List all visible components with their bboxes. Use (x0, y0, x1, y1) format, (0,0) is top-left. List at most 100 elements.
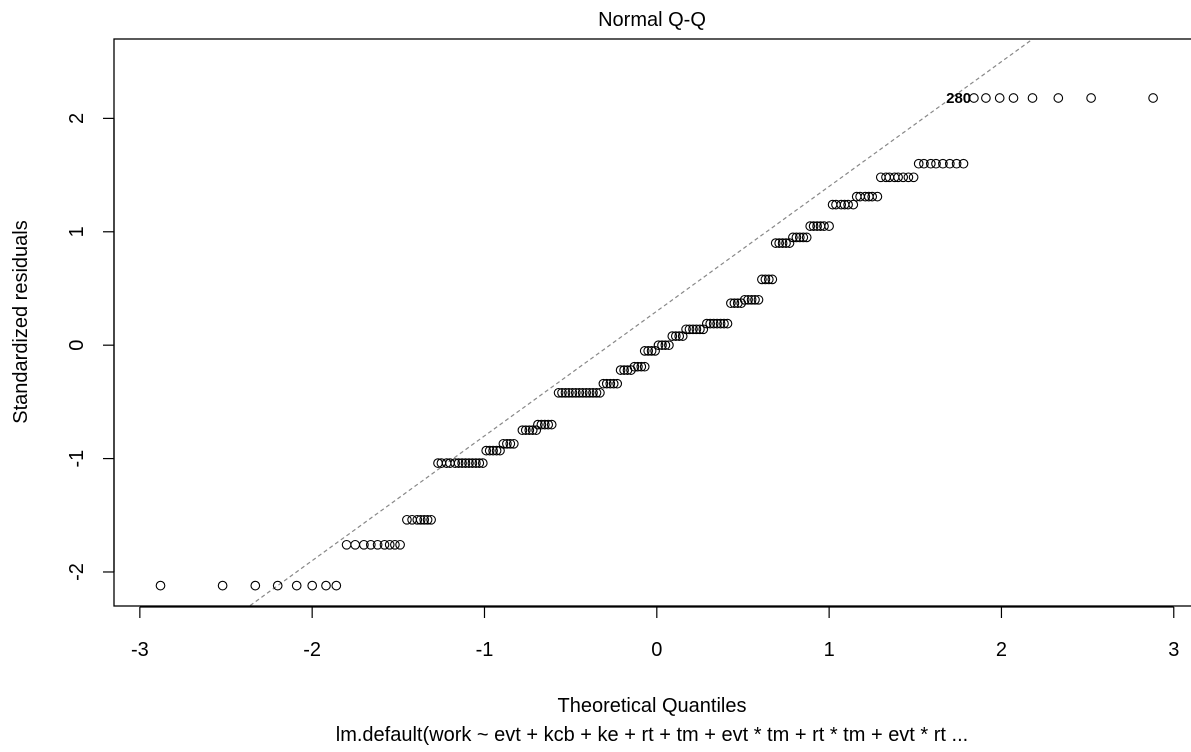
residual-point (402, 514, 412, 525)
residual-point (412, 514, 423, 525)
x-tick-label: 2 (996, 639, 1007, 661)
residual-point (508, 438, 519, 449)
residual-point (722, 318, 733, 329)
residual-point (715, 318, 726, 329)
residual-point (893, 172, 903, 183)
residual-point (650, 346, 660, 356)
residual-point (527, 425, 538, 436)
residual-point (1086, 93, 1096, 103)
residual-point (903, 172, 914, 183)
residual-point (781, 238, 791, 248)
x-axis-label: Theoretical Quantiles (558, 695, 747, 717)
residual-point (753, 294, 764, 305)
residual-point (763, 274, 774, 285)
residual-point (608, 378, 619, 389)
residual-point (743, 294, 753, 305)
residual-point (531, 425, 542, 436)
residual-point (450, 458, 461, 468)
residual-point (615, 365, 626, 375)
residual-point (543, 419, 554, 430)
residual-point (726, 298, 736, 309)
residual-point (739, 294, 750, 305)
residual-point (657, 340, 667, 351)
residual-point (843, 199, 853, 210)
residual-point (636, 361, 647, 372)
residual-point (784, 238, 795, 248)
residual-point (365, 539, 376, 550)
residual-point (819, 221, 829, 231)
residual-point (359, 539, 369, 550)
residual-point (919, 158, 929, 169)
residual-point (653, 340, 664, 351)
residual-point (701, 318, 712, 329)
y-axis-label: Standardized residuals (10, 220, 32, 423)
residual-point (155, 580, 166, 591)
residual-point (379, 539, 390, 550)
residual-point (588, 387, 598, 398)
residual-point (848, 199, 859, 210)
qq-reference-line (248, 39, 1034, 606)
y-tick-label: 1 (66, 226, 88, 237)
residual-point (994, 93, 1005, 103)
residual-point (505, 438, 516, 449)
residual-point (805, 221, 816, 231)
y-tick-label: -2 (66, 563, 88, 581)
residual-point (307, 580, 318, 591)
residual-point (591, 387, 602, 398)
residual-point (646, 346, 657, 356)
residual-point (660, 340, 671, 351)
residual-point (341, 539, 352, 550)
residual-point (643, 346, 654, 356)
model-formula-caption: lm.default(work ~ evt + kcb + ke + rt + … (336, 724, 968, 746)
residual-point (794, 232, 805, 243)
residual-point (574, 387, 585, 398)
residual-point (498, 438, 509, 449)
residual-point (217, 580, 228, 591)
residual-point (667, 331, 678, 341)
residual-point (712, 318, 722, 329)
residual-point (533, 419, 543, 430)
plot-frame (113, 38, 1191, 607)
points-layer (155, 93, 1158, 591)
residual-point (695, 324, 705, 335)
residual-point (981, 93, 991, 103)
residual-point (1027, 93, 1038, 103)
x-tick-label: 1 (824, 639, 835, 661)
residual-point (536, 419, 547, 430)
residual-point (520, 425, 531, 436)
residual-point (1148, 93, 1158, 103)
residual-point (488, 445, 498, 456)
residual-point (958, 158, 969, 169)
residual-point (860, 191, 871, 202)
residual-point (925, 158, 936, 169)
residual-point (681, 324, 691, 335)
x-tick-label: -3 (131, 639, 149, 661)
residual-point (484, 445, 495, 456)
residual-point (350, 539, 361, 550)
residual-point (898, 172, 909, 183)
residual-point (390, 539, 400, 550)
residual-point (553, 387, 564, 398)
residual-point (729, 298, 740, 309)
residual-point (767, 274, 778, 285)
residual-point (567, 387, 578, 398)
residual-point (938, 158, 948, 169)
residual-point (913, 158, 924, 169)
residual-point (812, 221, 822, 231)
residual-point (875, 172, 886, 183)
residual-point (491, 445, 502, 456)
residual-point (691, 324, 702, 335)
residual-point (639, 346, 650, 356)
residual-point (384, 539, 395, 550)
x-tick-label: 3 (1168, 639, 1179, 661)
residual-point (801, 232, 812, 243)
residual-point (564, 387, 574, 398)
residual-point (557, 387, 567, 398)
residual-point (674, 331, 685, 341)
residual-point (581, 387, 592, 398)
chart-title: Normal Q-Q (598, 9, 706, 31)
residual-point (539, 419, 550, 430)
residual-point (584, 387, 595, 398)
residual-point (633, 361, 643, 372)
